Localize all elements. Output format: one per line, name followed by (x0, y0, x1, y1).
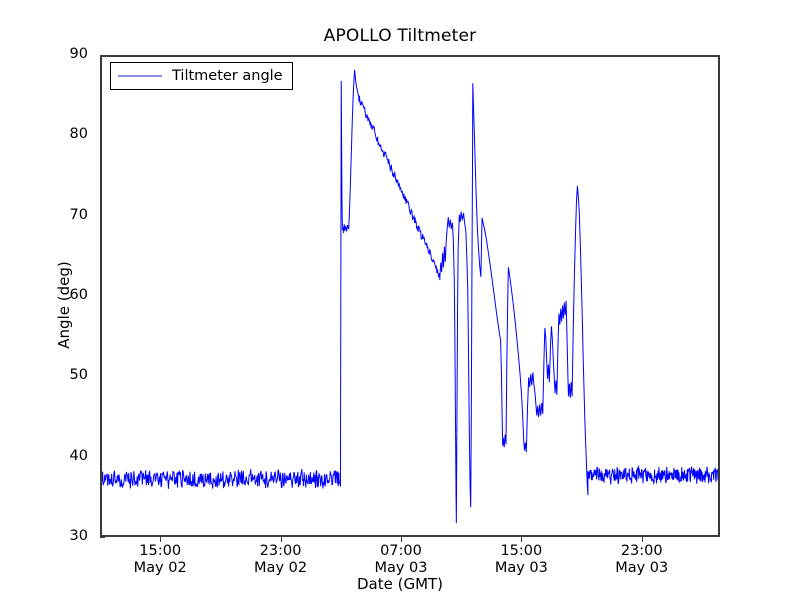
x-tick-label: 15:00 May 02 (133, 543, 187, 577)
x-tick-label: 23:00 May 02 (254, 543, 308, 577)
y-tick-label: 80 (69, 126, 88, 143)
legend-box: Tiltmeter angle (110, 62, 293, 90)
x-tick-label: 15:00 May 03 (494, 543, 548, 577)
y-tick-label: 90 (69, 46, 88, 62)
x-tick-mark (160, 537, 162, 542)
x-tick-mark (641, 537, 643, 542)
page-title: APOLLO Tiltmeter (323, 26, 477, 46)
y-tick-label: 30 (69, 528, 88, 544)
x-tick-mark (521, 537, 523, 542)
tiltmeter-angle-line (102, 70, 718, 523)
y-tick-mark (100, 537, 105, 538)
legend-line-swatch (118, 75, 162, 77)
y-tick-label: 50 (69, 367, 88, 384)
x-axis-label: Date (GMT) (356, 575, 444, 593)
tiltmeter-series-plot (102, 57, 718, 535)
y-tick-label: 40 (69, 447, 88, 464)
y-tick-label: 70 (69, 206, 88, 223)
y-axis-label: Angle (deg) (55, 261, 73, 349)
x-tick-mark (280, 537, 282, 542)
x-tick-label: 07:00 May 03 (374, 543, 428, 577)
legend-label-tiltmeter-angle: Tiltmeter angle (172, 67, 283, 84)
y-tick-label: 60 (69, 287, 88, 303)
plot-area (100, 55, 720, 537)
x-tick-label: 23:00 May 03 (615, 543, 669, 577)
x-tick-mark (400, 537, 402, 542)
